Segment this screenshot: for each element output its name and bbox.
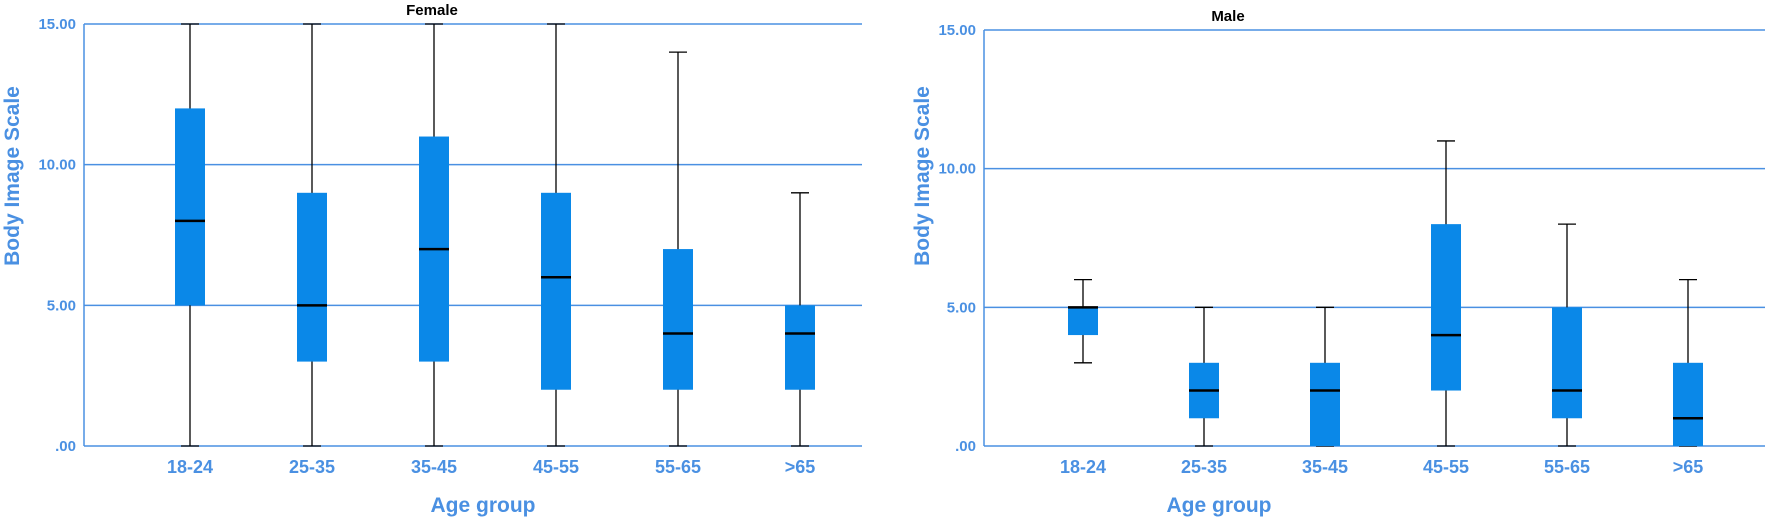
y-tick-label: 10.00 <box>938 161 976 178</box>
x-tick-label: 55-65 <box>655 457 701 477</box>
box <box>785 305 815 390</box>
y-tick-label: 10.00 <box>38 157 76 174</box>
box <box>1552 307 1582 419</box>
x-tick-label: 35-45 <box>411 457 457 477</box>
x-tick-label: >65 <box>785 457 816 477</box>
x-tick-label: 25-35 <box>289 457 335 477</box>
y-tick-label: .00 <box>55 438 76 455</box>
box <box>1310 362 1340 446</box>
y-tick-label: 5.00 <box>47 297 76 314</box>
x-tick-label: >65 <box>1673 457 1704 477</box>
box <box>175 108 205 306</box>
panel-title: Female <box>406 2 458 19</box>
x-tick-label: 25-35 <box>1181 457 1227 477</box>
box <box>663 249 693 390</box>
x-axis-title: Age group <box>1167 494 1272 517</box>
y-tick-label: .00 <box>955 438 976 455</box>
x-tick-label: 45-55 <box>533 457 579 477</box>
x-tick-label: 18-24 <box>1060 457 1106 477</box>
y-axis-title: Body Image Scale <box>1 86 24 266</box>
box <box>297 192 327 362</box>
y-tick-label: 5.00 <box>947 299 976 316</box>
box <box>541 192 571 390</box>
male-panel: Male Age group Body Image Scale .00 5.00 1… <box>911 8 1765 517</box>
x-tick-label: 55-65 <box>1544 457 1590 477</box>
panel-title: Male <box>1211 8 1244 25</box>
x-tick-label: 45-55 <box>1423 457 1469 477</box>
box <box>1431 224 1461 391</box>
female-panel: Female Age group Body Image Scale .00 5.0… <box>1 2 862 517</box>
y-tick-label: 15.00 <box>938 22 976 39</box>
x-tick-label: 35-45 <box>1302 457 1348 477</box>
x-tick-label: 18-24 <box>167 457 213 477</box>
x-axis-title: Age group <box>431 494 536 517</box>
y-axis-title: Body Image Scale <box>911 86 934 266</box>
box <box>1068 307 1098 336</box>
y-tick-label: 15.00 <box>38 16 76 33</box>
box <box>1673 362 1703 446</box>
